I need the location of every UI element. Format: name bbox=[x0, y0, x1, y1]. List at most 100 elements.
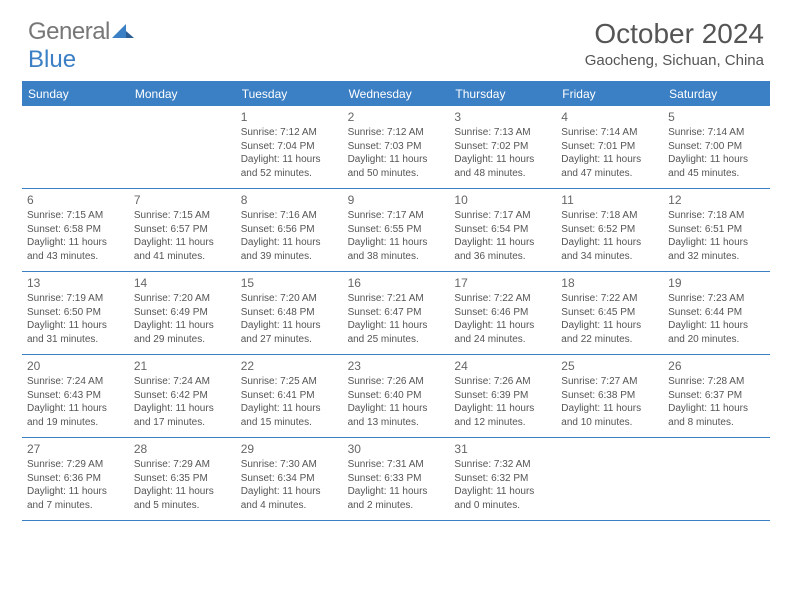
daylight-text: and 25 minutes. bbox=[348, 333, 445, 347]
day-number: 22 bbox=[241, 358, 338, 374]
day-number: 30 bbox=[348, 441, 445, 457]
day-cell: 29Sunrise: 7:30 AMSunset: 6:34 PMDayligh… bbox=[236, 438, 343, 520]
daylight-text: Daylight: 11 hours bbox=[348, 153, 445, 167]
day-cell: 19Sunrise: 7:23 AMSunset: 6:44 PMDayligh… bbox=[663, 272, 770, 354]
day-number: 8 bbox=[241, 192, 338, 208]
day-cell: 11Sunrise: 7:18 AMSunset: 6:52 PMDayligh… bbox=[556, 189, 663, 271]
daylight-text: Daylight: 11 hours bbox=[561, 153, 658, 167]
sunset-text: Sunset: 6:47 PM bbox=[348, 306, 445, 320]
day-cell: 21Sunrise: 7:24 AMSunset: 6:42 PMDayligh… bbox=[129, 355, 236, 437]
sunset-text: Sunset: 6:42 PM bbox=[134, 389, 231, 403]
daylight-text: Daylight: 11 hours bbox=[668, 236, 765, 250]
sunset-text: Sunset: 6:35 PM bbox=[134, 472, 231, 486]
day-cell: 30Sunrise: 7:31 AMSunset: 6:33 PMDayligh… bbox=[343, 438, 450, 520]
daylight-text: and 36 minutes. bbox=[454, 250, 551, 264]
day-number: 21 bbox=[134, 358, 231, 374]
dayname: Monday bbox=[129, 83, 236, 106]
sunset-text: Sunset: 6:41 PM bbox=[241, 389, 338, 403]
day-cell: 10Sunrise: 7:17 AMSunset: 6:54 PMDayligh… bbox=[449, 189, 556, 271]
daylight-text: and 22 minutes. bbox=[561, 333, 658, 347]
daylight-text: Daylight: 11 hours bbox=[27, 485, 124, 499]
day-number: 19 bbox=[668, 275, 765, 291]
daylight-text: Daylight: 11 hours bbox=[241, 402, 338, 416]
day-cell: 4Sunrise: 7:14 AMSunset: 7:01 PMDaylight… bbox=[556, 106, 663, 188]
daylight-text: Daylight: 11 hours bbox=[241, 485, 338, 499]
day-cell: 25Sunrise: 7:27 AMSunset: 6:38 PMDayligh… bbox=[556, 355, 663, 437]
sunrise-text: Sunrise: 7:31 AM bbox=[348, 458, 445, 472]
day-number: 4 bbox=[561, 109, 658, 125]
dayname: Tuesday bbox=[236, 83, 343, 106]
daylight-text: and 5 minutes. bbox=[134, 499, 231, 513]
sunset-text: Sunset: 7:03 PM bbox=[348, 140, 445, 154]
day-number: 29 bbox=[241, 441, 338, 457]
weeks-container: 1Sunrise: 7:12 AMSunset: 7:04 PMDaylight… bbox=[22, 106, 770, 521]
daylight-text: Daylight: 11 hours bbox=[454, 485, 551, 499]
daylight-text: Daylight: 11 hours bbox=[27, 236, 124, 250]
sunrise-text: Sunrise: 7:14 AM bbox=[668, 126, 765, 140]
day-number: 2 bbox=[348, 109, 445, 125]
sunset-text: Sunset: 6:43 PM bbox=[27, 389, 124, 403]
sunrise-text: Sunrise: 7:29 AM bbox=[134, 458, 231, 472]
sunset-text: Sunset: 6:38 PM bbox=[561, 389, 658, 403]
day-cell: 12Sunrise: 7:18 AMSunset: 6:51 PMDayligh… bbox=[663, 189, 770, 271]
daylight-text: and 20 minutes. bbox=[668, 333, 765, 347]
logo: General bbox=[28, 18, 136, 46]
day-cell: 27Sunrise: 7:29 AMSunset: 6:36 PMDayligh… bbox=[22, 438, 129, 520]
empty-cell bbox=[556, 438, 663, 520]
dayname: Thursday bbox=[449, 83, 556, 106]
sunset-text: Sunset: 6:54 PM bbox=[454, 223, 551, 237]
daylight-text: and 2 minutes. bbox=[348, 499, 445, 513]
sunset-text: Sunset: 7:00 PM bbox=[668, 140, 765, 154]
sunrise-text: Sunrise: 7:14 AM bbox=[561, 126, 658, 140]
sunrise-text: Sunrise: 7:21 AM bbox=[348, 292, 445, 306]
sunrise-text: Sunrise: 7:32 AM bbox=[454, 458, 551, 472]
day-cell: 1Sunrise: 7:12 AMSunset: 7:04 PMDaylight… bbox=[236, 106, 343, 188]
day-number: 3 bbox=[454, 109, 551, 125]
daylight-text: Daylight: 11 hours bbox=[561, 319, 658, 333]
sunset-text: Sunset: 6:49 PM bbox=[134, 306, 231, 320]
sunrise-text: Sunrise: 7:20 AM bbox=[134, 292, 231, 306]
week-row: 13Sunrise: 7:19 AMSunset: 6:50 PMDayligh… bbox=[22, 272, 770, 355]
sunrise-text: Sunrise: 7:30 AM bbox=[241, 458, 338, 472]
day-cell: 13Sunrise: 7:19 AMSunset: 6:50 PMDayligh… bbox=[22, 272, 129, 354]
daylight-text: Daylight: 11 hours bbox=[134, 485, 231, 499]
day-cell: 26Sunrise: 7:28 AMSunset: 6:37 PMDayligh… bbox=[663, 355, 770, 437]
daylight-text: and 32 minutes. bbox=[668, 250, 765, 264]
day-number: 17 bbox=[454, 275, 551, 291]
day-cell: 24Sunrise: 7:26 AMSunset: 6:39 PMDayligh… bbox=[449, 355, 556, 437]
day-number: 24 bbox=[454, 358, 551, 374]
daylight-text: Daylight: 11 hours bbox=[134, 402, 231, 416]
sunset-text: Sunset: 6:50 PM bbox=[27, 306, 124, 320]
empty-cell bbox=[663, 438, 770, 520]
daylight-text: Daylight: 11 hours bbox=[454, 402, 551, 416]
day-number: 1 bbox=[241, 109, 338, 125]
sunset-text: Sunset: 7:02 PM bbox=[454, 140, 551, 154]
daylight-text: and 0 minutes. bbox=[454, 499, 551, 513]
daylight-text: and 31 minutes. bbox=[27, 333, 124, 347]
week-row: 6Sunrise: 7:15 AMSunset: 6:58 PMDaylight… bbox=[22, 189, 770, 272]
dayname: Sunday bbox=[22, 83, 129, 106]
sunrise-text: Sunrise: 7:15 AM bbox=[134, 209, 231, 223]
calendar: SundayMondayTuesdayWednesdayThursdayFrid… bbox=[22, 81, 770, 521]
sunrise-text: Sunrise: 7:26 AM bbox=[348, 375, 445, 389]
daylight-text: Daylight: 11 hours bbox=[241, 319, 338, 333]
empty-cell bbox=[22, 106, 129, 188]
sunset-text: Sunset: 7:04 PM bbox=[241, 140, 338, 154]
day-number: 27 bbox=[27, 441, 124, 457]
week-row: 1Sunrise: 7:12 AMSunset: 7:04 PMDaylight… bbox=[22, 106, 770, 189]
location: Gaocheng, Sichuan, China bbox=[585, 52, 764, 69]
daylight-text: and 29 minutes. bbox=[134, 333, 231, 347]
day-cell: 8Sunrise: 7:16 AMSunset: 6:56 PMDaylight… bbox=[236, 189, 343, 271]
daylight-text: Daylight: 11 hours bbox=[27, 319, 124, 333]
sunrise-text: Sunrise: 7:19 AM bbox=[27, 292, 124, 306]
daylight-text: Daylight: 11 hours bbox=[348, 485, 445, 499]
day-number: 11 bbox=[561, 192, 658, 208]
sunrise-text: Sunrise: 7:24 AM bbox=[134, 375, 231, 389]
day-number: 25 bbox=[561, 358, 658, 374]
day-number: 18 bbox=[561, 275, 658, 291]
daylight-text: Daylight: 11 hours bbox=[134, 236, 231, 250]
day-number: 9 bbox=[348, 192, 445, 208]
daylight-text: and 39 minutes. bbox=[241, 250, 338, 264]
header: General October 2024 Gaocheng, Sichuan, … bbox=[0, 0, 792, 77]
day-cell: 14Sunrise: 7:20 AMSunset: 6:49 PMDayligh… bbox=[129, 272, 236, 354]
